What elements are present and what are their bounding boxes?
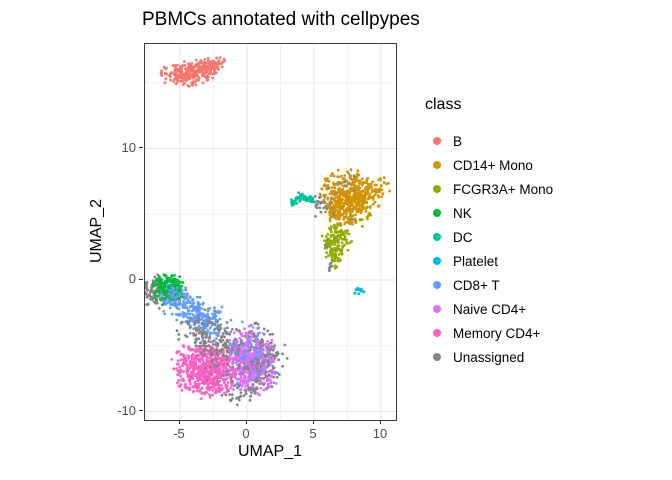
- legend-key-dot-icon: [433, 233, 441, 241]
- y-tick-label: 0: [128, 271, 136, 286]
- x-tick-mark: [312, 420, 314, 424]
- scatter-plot-canvas: [145, 44, 396, 420]
- plot-panel: [144, 43, 397, 421]
- legend-key-dot-icon: [433, 137, 441, 145]
- y-axis-title: UMAP_2: [88, 198, 105, 264]
- legend-key-dot-icon: [433, 209, 441, 217]
- legend-key-dot-icon: [433, 305, 441, 313]
- legend-item: CD8+ T: [425, 273, 553, 297]
- legend-item: CD14+ Mono: [425, 153, 553, 177]
- legend-title: class: [425, 96, 462, 113]
- x-tick-mark: [379, 420, 381, 424]
- legend-key-dot-icon: [433, 353, 441, 361]
- legend-items: B CD14+ Mono FCGR3A+ Mono NK DC Platelet CD8+ …: [425, 129, 553, 369]
- legend-item-label: DC: [453, 229, 473, 245]
- legend-key-dot-icon: [433, 161, 441, 169]
- y-tick-mark: [139, 147, 143, 148]
- legend: class B CD14+ Mono FCGR3A+ Mono NK DC Platele…: [425, 96, 553, 369]
- legend-item-label: CD14+ Mono: [453, 157, 533, 173]
- legend-item: FCGR3A+ Mono: [425, 177, 553, 201]
- legend-item-label: FCGR3A+ Mono: [453, 181, 554, 197]
- legend-item-label: Unassigned: [453, 349, 525, 365]
- x-tick-label: 0: [242, 426, 250, 441]
- legend-item: B: [425, 129, 553, 153]
- legend-item: DC: [425, 225, 553, 249]
- legend-item: Platelet: [425, 249, 553, 273]
- x-tick-mark: [245, 420, 247, 424]
- x-axis-title: UMAP_1: [237, 443, 303, 460]
- y-tick-mark: [139, 410, 143, 411]
- legend-item-label: B: [453, 133, 463, 149]
- legend-item: Memory CD4+: [425, 321, 553, 345]
- legend-key-dot-icon: [433, 257, 441, 265]
- legend-key-dot-icon: [433, 329, 441, 337]
- x-tick-label: 10: [372, 426, 388, 441]
- legend-item-label: Naive CD4+: [453, 301, 527, 317]
- legend-item-label: Memory CD4+: [453, 325, 541, 341]
- legend-key-dot-icon: [433, 281, 441, 289]
- legend-key-dot-icon: [433, 185, 441, 193]
- x-tick-mark: [178, 420, 180, 424]
- legend-item-label: CD8+ T: [453, 277, 500, 293]
- y-tick-mark: [139, 278, 143, 280]
- legend-item: NK: [425, 201, 553, 225]
- legend-item: Naive CD4+: [425, 297, 553, 321]
- legend-item-label: Platelet: [453, 253, 499, 269]
- scatter-points-layer: [145, 56, 391, 407]
- y-tick-label: -10: [117, 402, 136, 418]
- legend-item-label: NK: [453, 205, 472, 221]
- legend-item: Unassigned: [425, 345, 553, 369]
- y-tick-label: 10: [121, 139, 136, 155]
- x-tick-label: 5: [309, 426, 317, 441]
- x-tick-label: -5: [173, 426, 185, 441]
- plot-title: PBMCs annotated with cellpypes: [142, 9, 420, 30]
